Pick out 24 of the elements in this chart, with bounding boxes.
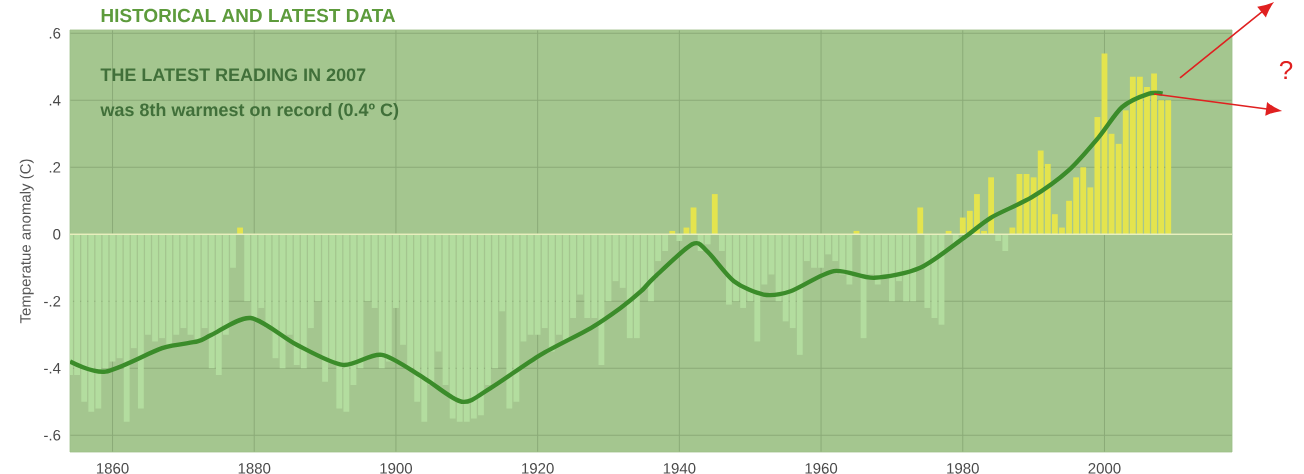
annotation: THE LATEST READING IN 2007 [100,68,366,82]
x-tick-label: 1960 [805,463,838,474]
annotation: was 8th warmest on record (0.4º C) [100,102,399,120]
bar [917,207,924,235]
x-tick-label: 1860 [96,463,129,474]
x-tick-label: 2000 [1088,463,1121,474]
y-tick-label: .2 [49,162,61,173]
y-tick-label: -.6 [44,429,61,441]
y-tick-label: -.2 [44,296,61,307]
x-tick-label: 1940 [663,463,696,474]
y-tick-label: .4 [49,95,61,106]
text: ? [1279,60,1293,80]
y-tick-label: .6 [49,28,61,39]
y-tick-label: 0 [53,228,61,240]
y-axis-title: Temperatue anomaly (C) [19,159,34,324]
chart-title: HISTORICAL AND LATEST DATA [101,8,396,23]
x-tick-label: 1880 [238,463,271,474]
y-tick-label: -.4 [44,363,61,374]
bar [924,234,931,308]
bar [711,194,718,235]
line-series [70,91,1165,404]
x-tick-label: 1920 [522,463,554,474]
x-tick-label: 1900 [380,463,413,474]
x-tick-label: 1980 [947,463,979,474]
